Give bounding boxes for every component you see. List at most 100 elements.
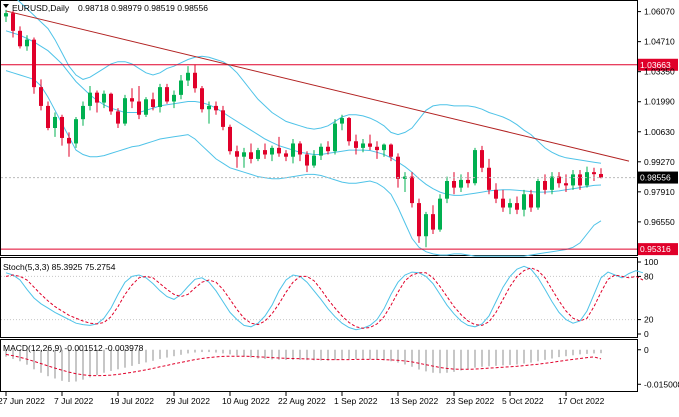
price-tick-label: 0.99270 bbox=[644, 157, 675, 167]
date-tick-label: 22 Aug 2022 bbox=[278, 396, 326, 406]
bullish-candle bbox=[340, 118, 344, 124]
bearish-candle bbox=[263, 150, 267, 155]
bearish-candle bbox=[46, 105, 50, 128]
stochastic-tick-label: 80 bbox=[644, 271, 654, 281]
date-tick-label: 5 Oct 2022 bbox=[502, 396, 544, 406]
price-tick-label: 1.06070 bbox=[644, 7, 675, 17]
date-tick-label: 17 Oct 2022 bbox=[558, 396, 605, 406]
bearish-candle bbox=[235, 151, 239, 157]
bearish-candle bbox=[389, 144, 393, 157]
bearish-candle bbox=[396, 156, 400, 179]
stochastic-tick-label: 20 bbox=[644, 315, 654, 325]
level-price-tag bbox=[638, 243, 678, 256]
bearish-candle bbox=[116, 111, 120, 124]
bullish-candle bbox=[319, 146, 323, 156]
bullish-candle bbox=[522, 194, 526, 210]
macd-tick-label: 0 bbox=[644, 345, 649, 355]
bearish-candle bbox=[284, 153, 288, 157]
bearish-candle bbox=[221, 110, 225, 127]
bullish-candle bbox=[382, 144, 386, 151]
bullish-candle bbox=[270, 147, 274, 155]
bearish-candle bbox=[592, 172, 596, 175]
bearish-candle bbox=[543, 181, 547, 190]
collapse-arrow-icon[interactable] bbox=[3, 4, 9, 8]
bullish-candle bbox=[242, 152, 246, 157]
bearish-candle bbox=[487, 167, 491, 190]
date-tick-label: 23 Sep 2022 bbox=[446, 396, 494, 406]
stochastic-main-line bbox=[5, 265, 644, 331]
bearish-candle bbox=[165, 87, 169, 102]
bearish-candle bbox=[529, 194, 533, 208]
trendline-layer[interactable] bbox=[5, 10, 630, 162]
bearish-candle bbox=[417, 203, 421, 237]
bearish-candle bbox=[277, 147, 281, 154]
bullish-candle bbox=[508, 203, 512, 208]
bullish-candle bbox=[123, 98, 127, 124]
bearish-candle bbox=[564, 183, 568, 186]
level-price-label: 1.03663 bbox=[640, 60, 671, 70]
bearish-candle bbox=[11, 13, 15, 31]
bullish-candle bbox=[158, 87, 162, 108]
bullish-candle bbox=[445, 181, 449, 199]
bullish-candle bbox=[74, 119, 78, 144]
bullish-candle bbox=[53, 116, 57, 128]
bullish-candle bbox=[536, 181, 540, 208]
bullish-candle bbox=[312, 155, 316, 166]
price-tick-label: 0.97910 bbox=[644, 187, 675, 197]
bullish-candle bbox=[144, 99, 148, 115]
bullish-candle bbox=[424, 214, 428, 237]
stochastic-pane-frame bbox=[0, 257, 638, 338]
bullish-candle bbox=[88, 92, 92, 106]
price-pane-frame bbox=[0, 0, 638, 256]
bullish-candle bbox=[291, 143, 295, 157]
bullish-candle bbox=[438, 198, 442, 230]
date-tick-label: 10 Aug 2022 bbox=[222, 396, 270, 406]
bearish-candle bbox=[39, 87, 43, 106]
bullish-candle bbox=[585, 172, 589, 186]
bearish-candle bbox=[151, 99, 155, 108]
price-tick-label: 0.96550 bbox=[644, 217, 675, 227]
price-tick-label: 1.04710 bbox=[644, 37, 675, 47]
price-tick-label: 1.03350 bbox=[644, 67, 675, 77]
horizontal-lines-layer[interactable]: 1.03663 0.95316 bbox=[1, 58, 678, 256]
bullish-candle bbox=[473, 150, 477, 184]
bearish-candle bbox=[347, 118, 351, 142]
bearish-candle bbox=[578, 174, 582, 186]
bearish-candle bbox=[368, 143, 372, 147]
bullish-candle bbox=[459, 179, 463, 188]
bearish-candle bbox=[599, 173, 603, 178]
date-tick-label: 29 Jul 2022 bbox=[166, 396, 210, 406]
bearish-candle bbox=[109, 93, 113, 112]
bullish-candle bbox=[186, 72, 190, 81]
bullish-candle bbox=[179, 80, 183, 95]
date-tick-label: 27 Jun 2022 bbox=[0, 396, 45, 406]
symbol-label: EURUSD,Daily bbox=[12, 3, 70, 13]
bullish-candle bbox=[172, 94, 176, 102]
bullish-candle bbox=[333, 123, 337, 152]
date-tick-label: 1 Sep 2022 bbox=[334, 396, 378, 406]
bearish-candle bbox=[298, 143, 302, 155]
bollinger-bands-layer bbox=[5, 0, 602, 257]
bearish-candle bbox=[67, 137, 71, 144]
bullish-candle bbox=[207, 105, 211, 110]
bearish-candle bbox=[557, 176, 561, 184]
level-price-tag bbox=[638, 58, 678, 71]
bullish-candle bbox=[550, 176, 554, 190]
stochastic-label: Stoch(5,3,3) 85.3925 75.2754 bbox=[3, 262, 116, 272]
price-tick-label: 1.01990 bbox=[644, 97, 675, 107]
stochastic-signal-line bbox=[5, 267, 644, 329]
bearish-candle bbox=[214, 105, 218, 111]
bearish-candle bbox=[466, 179, 470, 184]
macd-label: MACD(12,26,9) -0.001512 -0.003978 bbox=[3, 343, 144, 353]
bearish-candle bbox=[410, 176, 414, 204]
axis-labels-layer: 1.06070 1.04710 1.03350 1.01990 1.00630 0.992… bbox=[0, 7, 679, 406]
bearish-candle bbox=[249, 152, 253, 159]
bearish-candle bbox=[326, 146, 330, 152]
bearish-candle bbox=[95, 92, 99, 103]
level-price-label: 0.95316 bbox=[640, 244, 671, 254]
bearish-candle bbox=[137, 101, 141, 115]
bullish-candle bbox=[256, 150, 260, 159]
